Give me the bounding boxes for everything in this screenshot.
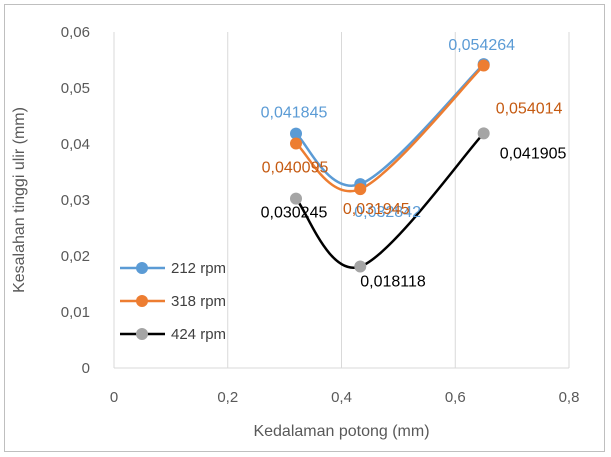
grid: [113, 32, 570, 369]
data-point: [354, 183, 367, 196]
legend-label: 212 rpm: [171, 260, 226, 277]
data-point: [477, 127, 490, 140]
data-label: 0,054014: [496, 101, 563, 118]
data-label: 0,031945: [343, 201, 410, 218]
legend-marker: [136, 295, 148, 307]
x-axis-title: Kedalaman potong (mm): [253, 423, 429, 440]
data-point: [290, 137, 302, 150]
y-tick-label: 0,05: [61, 80, 90, 97]
y-axis-title: Kesalahan tinggi ulir (mm): [11, 107, 28, 293]
y-tick-label: 0,02: [61, 248, 90, 265]
x-tick-label: 0,2: [217, 389, 238, 406]
y-tick-label: 0,06: [61, 24, 90, 41]
data-label: 0,032842: [354, 204, 421, 221]
y-tick-label: 0,03: [61, 192, 90, 209]
data-label: 0,040095: [262, 159, 329, 176]
legend-label: 318 rpm: [171, 293, 226, 310]
data-labels: 0,041845 0,032842 0,054264 0,040095 0,031945…: [261, 37, 567, 290]
data-label: 0,054264: [448, 37, 515, 54]
y-tick-label: 0: [82, 360, 90, 377]
data-point: [354, 260, 367, 273]
data-label: 0,041845: [261, 105, 328, 122]
x-tick-label: 0: [110, 389, 118, 406]
data-point: [290, 192, 302, 205]
chart-frame: [4, 4, 605, 452]
x-tick-label: 0,4: [331, 389, 352, 406]
y-tick-label: 0,01: [61, 304, 90, 321]
x-tick-label: 0,8: [559, 389, 580, 406]
x-tick-labels: 0 0,2 0,4 0,6 0,8: [110, 389, 580, 406]
legend-marker: [136, 262, 148, 274]
y-tick-label: 0,04: [61, 136, 90, 153]
legend-label: 424 rpm: [171, 326, 226, 343]
y-tick-labels: 0 0,01 0,02 0,03 0,04 0,05 0,06: [61, 24, 90, 377]
legend: 212 rpm 318 rpm 424 rpm: [120, 260, 226, 343]
data-label: 0,041905: [500, 145, 567, 162]
x-tick-label: 0,6: [445, 389, 466, 406]
data-point: [290, 127, 302, 140]
data-label: 0,018118: [360, 274, 426, 291]
data-point: [477, 59, 490, 72]
series-points: [290, 58, 490, 273]
data-label: 0,030245: [261, 205, 328, 222]
legend-marker: [136, 328, 148, 340]
